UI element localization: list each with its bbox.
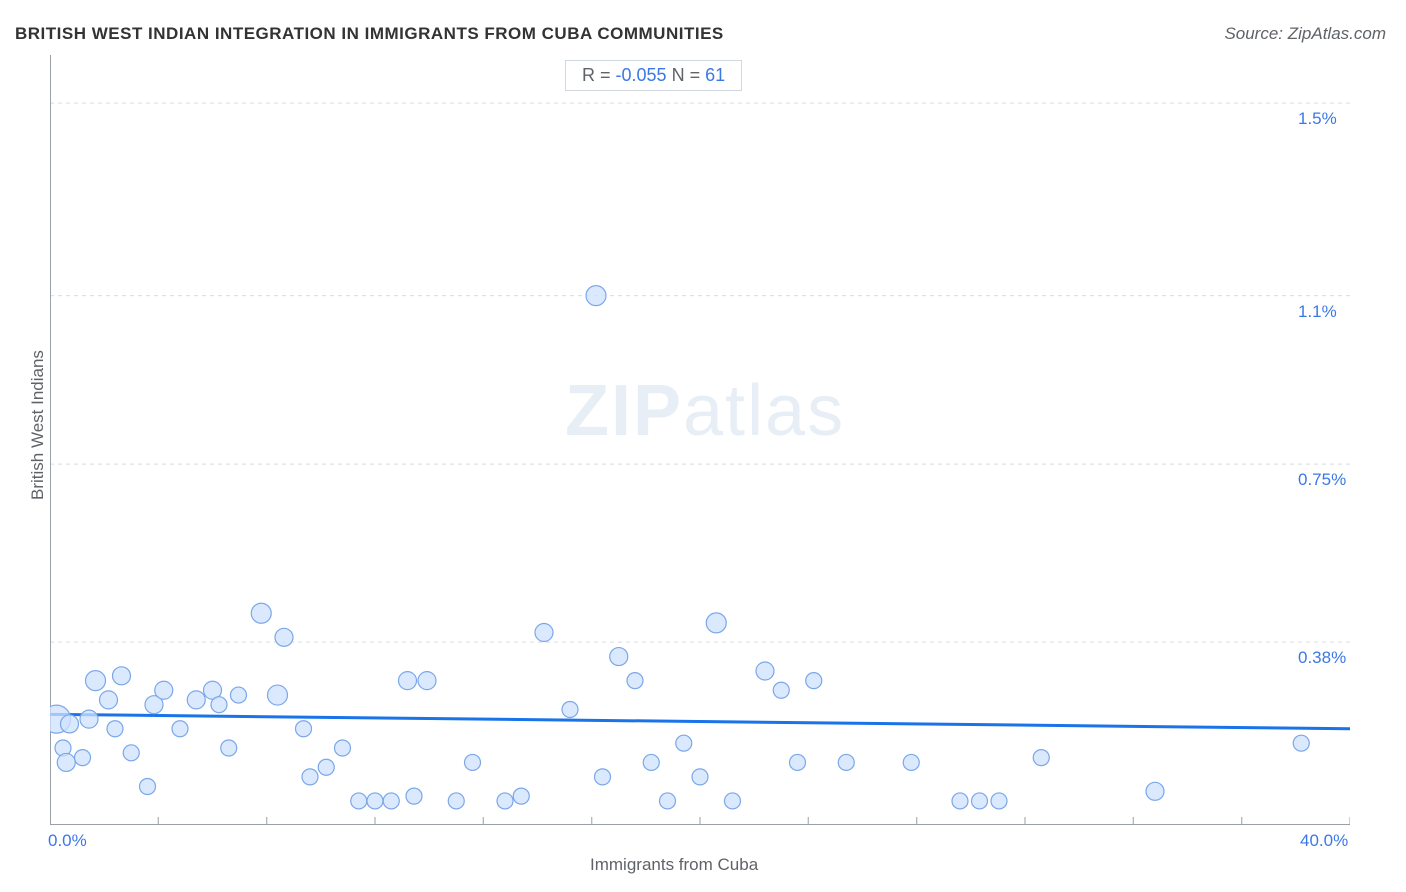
- tick-label: 1.1%: [1298, 302, 1337, 322]
- y-axis-label: British West Indians: [28, 350, 48, 500]
- chart-title: BRITISH WEST INDIAN INTEGRATION IN IMMIG…: [15, 24, 724, 44]
- tick-label: 1.5%: [1298, 109, 1337, 129]
- x-axis-label: Immigrants from Cuba: [590, 855, 758, 875]
- tick-label: 0.0%: [48, 831, 87, 851]
- tick-label: 0.38%: [1298, 648, 1346, 668]
- tick-label: 40.0%: [1300, 831, 1348, 851]
- source-label: Source: ZipAtlas.com: [1224, 24, 1386, 44]
- scatter-chart: [50, 55, 1350, 825]
- tick-label: 0.75%: [1298, 470, 1346, 490]
